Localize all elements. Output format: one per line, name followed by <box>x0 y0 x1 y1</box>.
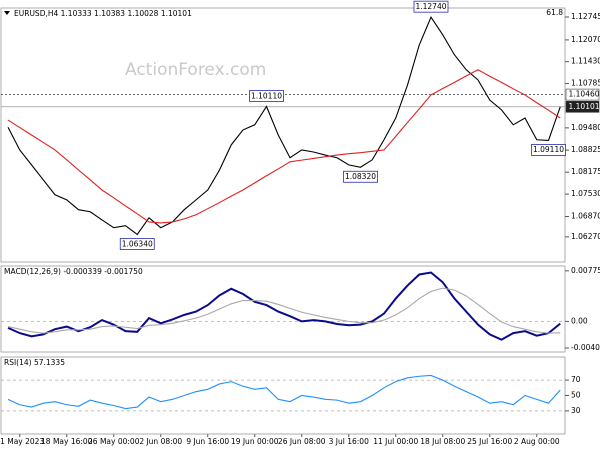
price-label: 1.10101 <box>569 102 600 111</box>
price-label-box <box>565 100 600 113</box>
x-tick-label: 2 Jun 08:00 <box>139 437 182 446</box>
annotation-label: 1.10110 <box>251 91 282 100</box>
series-line <box>7 69 561 224</box>
annotation-label: 1.09110 <box>533 145 564 154</box>
panel-frame <box>0 265 566 353</box>
y-tick-label: 1.07530 <box>571 189 600 198</box>
price-label-box <box>565 88 600 101</box>
panel-title: RSI(14) 57.1335 <box>4 358 65 367</box>
panel-frame <box>0 7 566 263</box>
panel-title: EURUSD,H4 1.10333 1.10383 1.10028 1.1010… <box>14 9 192 18</box>
watermark: ActionForex.com <box>125 60 266 80</box>
x-tick-label: 19 Jun 00:00 <box>231 437 279 446</box>
series-line <box>7 374 561 410</box>
x-tick-label: 18 May 16:00 <box>41 437 93 446</box>
x-tick-label: 26 Jun 08:00 <box>278 437 326 446</box>
title-arrow <box>4 11 10 15</box>
y-tick-label: 0.00 <box>571 316 588 325</box>
y-tick-label: 1.06870 <box>571 211 600 220</box>
x-tick-label: 25 Jul 16:00 <box>467 437 512 446</box>
y-tick-label: 1.12070 <box>571 35 600 44</box>
series-line <box>7 16 561 236</box>
x-tick-label: 9 Jun 16:00 <box>186 437 229 446</box>
y-tick-label: 1.10785 <box>571 79 600 88</box>
price-label: 1.10460 <box>569 90 600 99</box>
series-line <box>7 287 561 334</box>
series-line <box>7 271 561 341</box>
y-tick-label: 1.12745 <box>571 12 600 21</box>
y-tick-label: 30 <box>571 406 581 415</box>
y-tick-label: 1.06270 <box>571 232 600 241</box>
annotation-box <box>249 90 284 102</box>
annotation-box <box>343 170 378 183</box>
x-tick-label: 26 May 00:00 <box>88 437 140 446</box>
panel-title: MACD(12,26,9) -0.000339 -0.001750 <box>4 267 143 276</box>
annotation-box <box>413 0 449 13</box>
y-tick-label: 70 <box>571 375 581 384</box>
y-tick-label: 1.09480 <box>571 123 600 132</box>
annotation-label: 1.06340 <box>122 239 153 248</box>
x-tick-label: 11 Jul 00:00 <box>373 437 418 446</box>
fib-label: 61.8 <box>546 8 563 17</box>
y-tick-label: 1.08825 <box>571 145 600 154</box>
x-tick-label: 18 Jul 08:00 <box>420 437 465 446</box>
annotation-label: 1.12740 <box>415 2 446 11</box>
x-tick-label: 11 May 2023 <box>0 437 44 446</box>
annotation-box <box>119 238 155 250</box>
x-tick-label: 3 Jul 16:00 <box>329 437 369 446</box>
y-tick-label: 50 <box>571 391 581 400</box>
y-tick-label: -0.004086 <box>571 343 600 352</box>
annotation-box <box>531 144 566 156</box>
x-tick-label: 2 Aug 00:00 <box>514 437 560 446</box>
y-tick-label: 1.08175 <box>571 167 600 176</box>
y-tick-label: 1.11430 <box>571 57 600 66</box>
annotation-label: 1.08320 <box>345 172 376 181</box>
y-tick-label: 0.007756 <box>571 266 600 275</box>
